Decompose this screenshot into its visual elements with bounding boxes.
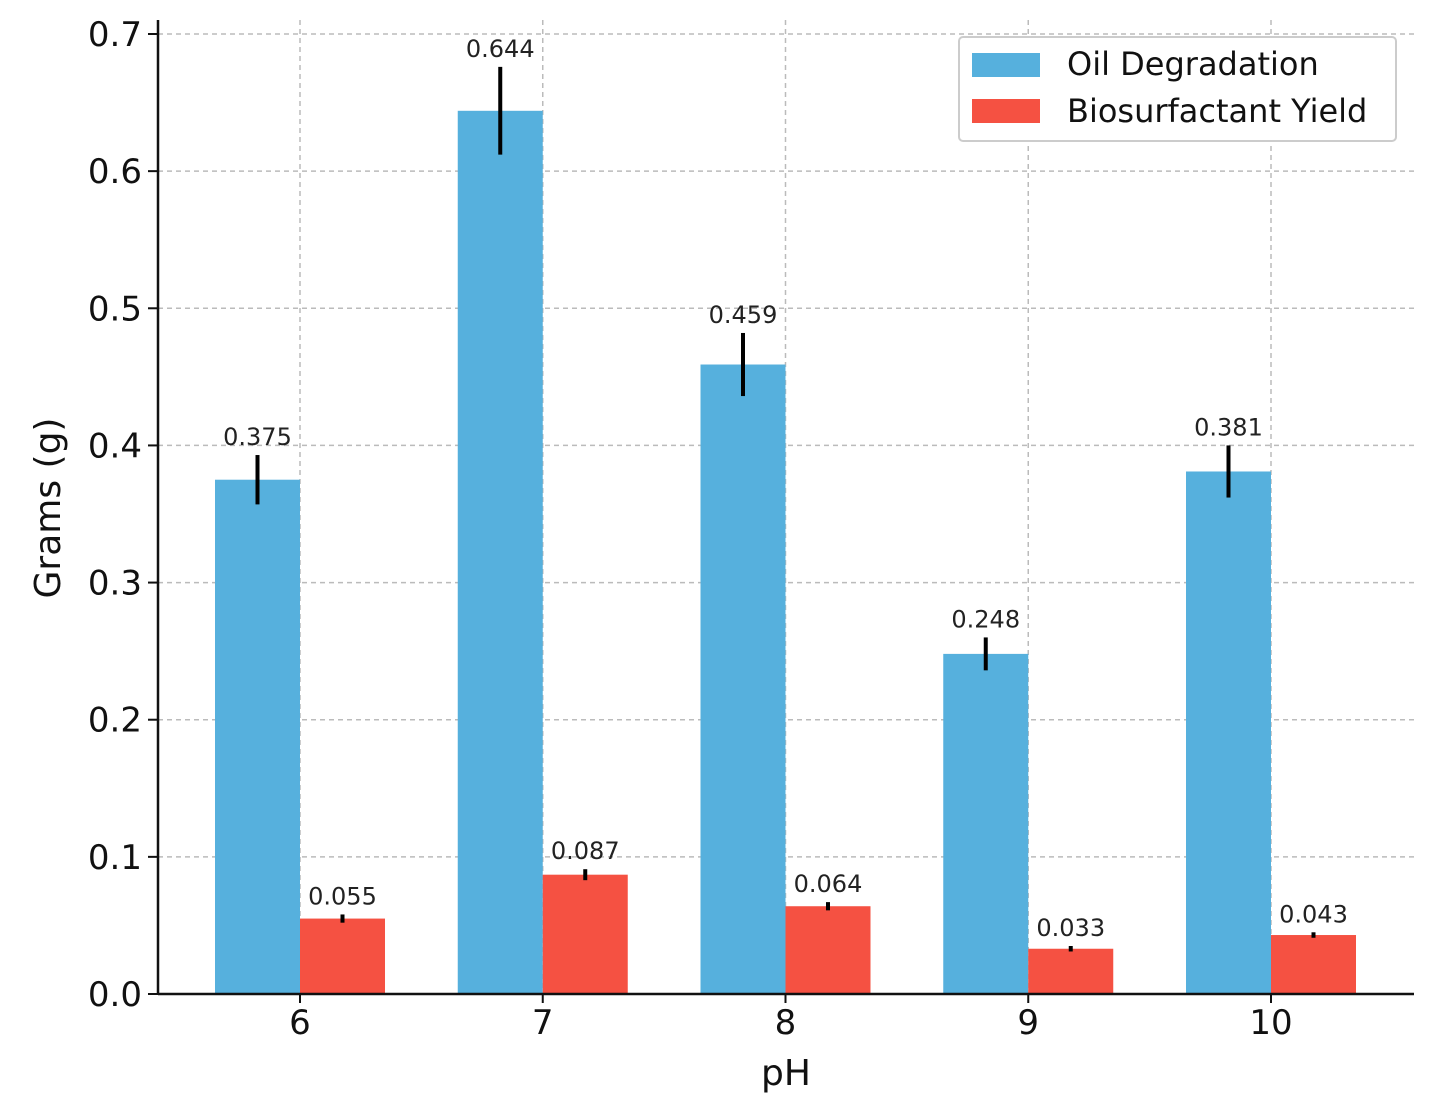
y-tick-label: 0.6 — [88, 152, 142, 192]
y-axis-label: Grams (g) — [28, 418, 69, 599]
y-tick-label: 0.7 — [88, 15, 142, 55]
data-label-oil-degradation: 0.248 — [951, 605, 1020, 633]
bar-oil-degradation — [1186, 471, 1271, 994]
bar-oil-degradation — [215, 479, 300, 994]
bars: 0.375 0.644 0.459 0.248 0.381 0.055 0.087 0.064… — [215, 35, 1356, 995]
data-label-biosurfactant-yield: 0.064 — [794, 870, 863, 898]
bar-oil-degradation — [700, 364, 786, 994]
bar-oil-degradation — [457, 110, 543, 995]
x-axis-label: pH — [761, 1053, 811, 1094]
bar-biosurfactant-yield — [1271, 935, 1356, 994]
bar-biosurfactant-yield — [542, 874, 628, 994]
data-label-oil-degradation: 0.375 — [223, 423, 292, 451]
bar-oil-degradation — [943, 653, 1029, 994]
y-tick-label: 0.4 — [88, 426, 142, 466]
axes: 0.0 0.1 0.2 0.3 0.4 0.5 0.6 0.7 6 7 8 9 10 — [88, 15, 1414, 1043]
legend-label-oil-degradation: Oil Degradation — [1067, 45, 1319, 83]
y-tick-label: 0.1 — [88, 838, 142, 878]
legend-label-biosurfactant-yield: Biosurfactant Yield — [1067, 92, 1367, 130]
data-label-biosurfactant-yield: 0.043 — [1279, 900, 1348, 928]
y-tick-label: 0.0 — [88, 975, 142, 1015]
data-label-oil-degradation: 0.644 — [466, 35, 535, 63]
bar-biosurfactant-yield — [300, 918, 385, 994]
x-tick-label: 9 — [1017, 1003, 1039, 1043]
data-label-biosurfactant-yield: 0.055 — [308, 882, 377, 910]
legend-swatch-oil-degradation — [972, 53, 1040, 77]
bar-biosurfactant-yield — [785, 906, 871, 994]
legend-swatch-biosurfactant-yield — [972, 99, 1040, 123]
x-tick-label: 8 — [775, 1003, 797, 1043]
data-label-oil-degradation: 0.459 — [709, 301, 778, 329]
data-label-biosurfactant-yield: 0.087 — [551, 837, 620, 865]
x-tick-label: 7 — [532, 1003, 554, 1043]
x-tick-label: 10 — [1249, 1003, 1292, 1043]
y-tick-label: 0.5 — [88, 289, 142, 329]
y-tick-label: 0.3 — [88, 564, 142, 604]
y-tick-label: 0.2 — [88, 701, 142, 741]
x-tick-label: 6 — [289, 1003, 311, 1043]
data-label-oil-degradation: 0.381 — [1194, 413, 1263, 441]
bar-biosurfactant-yield — [1028, 948, 1114, 994]
data-label-biosurfactant-yield: 0.033 — [1036, 914, 1105, 942]
legend-box — [958, 36, 1397, 142]
legend: Oil Degradation Biosurfactant Yield — [958, 36, 1397, 142]
